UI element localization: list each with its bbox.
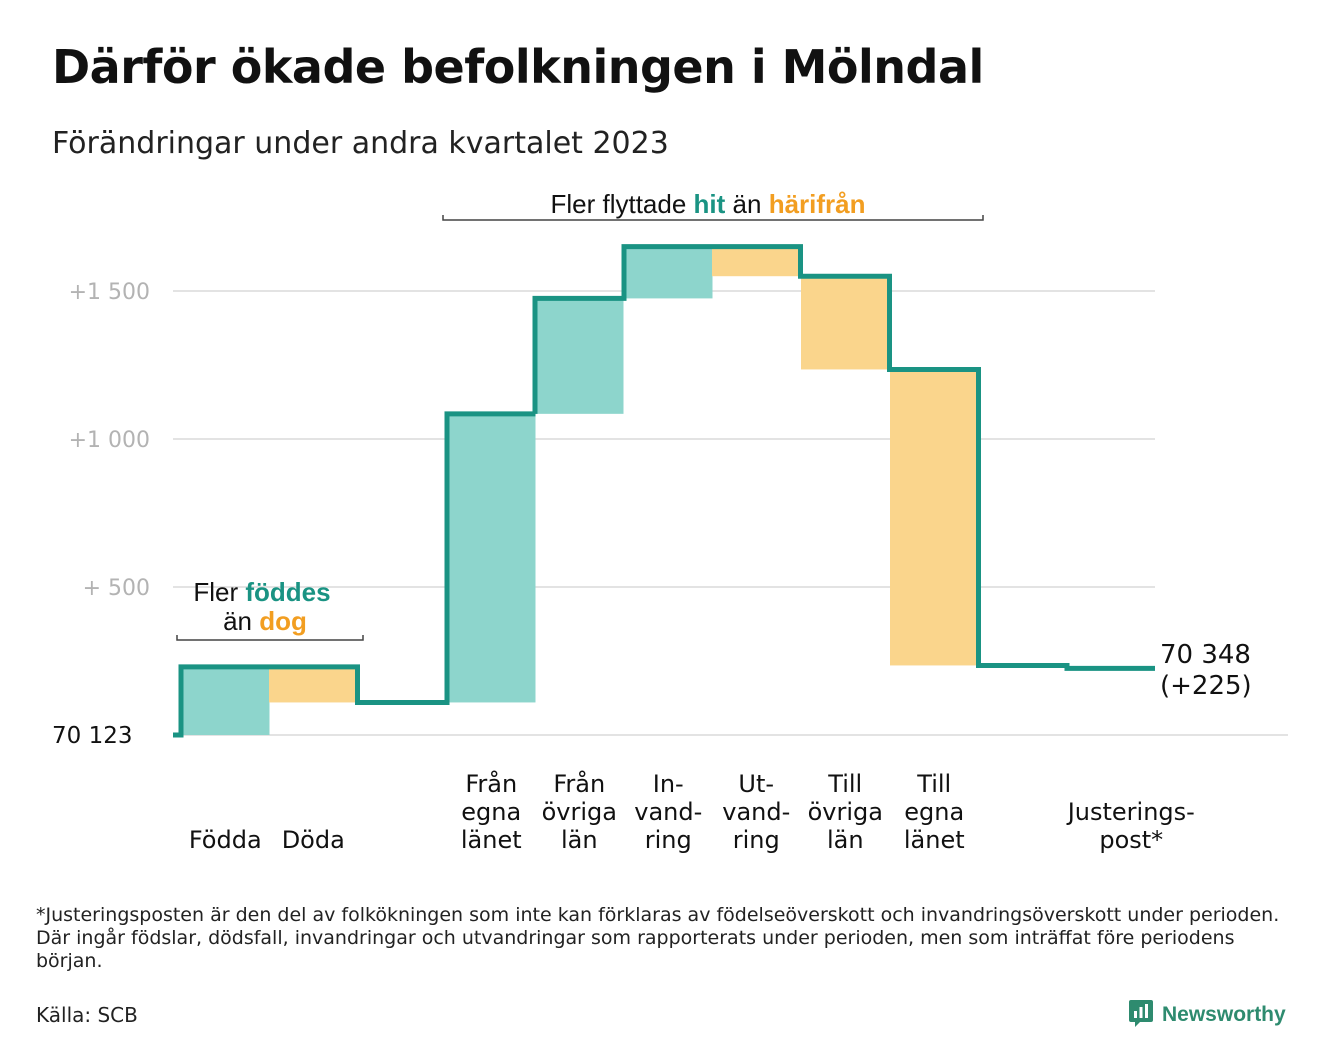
category-label: Döda	[282, 826, 345, 854]
footnote: *Justeringsposten är den del av folkökni…	[36, 904, 1280, 972]
waterfall-bar	[535, 298, 624, 414]
waterfall-bar	[181, 666, 270, 735]
end-change-label: (+225)	[1160, 671, 1252, 701]
migration-annotation: Fler flyttade hit än härifrån	[550, 189, 865, 219]
population-step-line	[173, 244, 1155, 738]
births-deaths-annotation-line1-part: Fler	[193, 577, 238, 607]
y-tick-label: + 500	[83, 576, 150, 601]
births-deaths-annotation-line2-part: dog	[252, 606, 307, 636]
category-label: Ut-	[738, 770, 774, 798]
source-note: Källa: SCB	[36, 1003, 138, 1027]
births-deaths-annotation-line1: Fler föddes	[193, 577, 330, 607]
brand[interactable]: Newsworthy	[1128, 998, 1286, 1032]
waterfall-bar	[624, 246, 713, 299]
waterfall-bar	[801, 276, 890, 370]
start-value-label: 70 123	[52, 723, 132, 749]
births-deaths-annotation-line2-part: än	[223, 606, 252, 636]
brand-name: Newsworthy	[1162, 1003, 1286, 1026]
category-label: Till	[916, 770, 951, 798]
waterfall-bar	[712, 246, 801, 277]
category-label: länet	[904, 826, 965, 854]
births-deaths-annotation-line2: än dog	[223, 606, 307, 636]
category-label: vand-	[634, 798, 702, 826]
category-label: In-	[653, 770, 684, 798]
category-label: Justerings-	[1066, 798, 1195, 826]
waterfall-bar	[269, 666, 358, 703]
category-label: post*	[1099, 826, 1163, 854]
y-tick-label: +1 500	[69, 280, 150, 305]
end-value-label: 70 348	[1160, 640, 1251, 670]
category-label: Från	[553, 769, 605, 798]
category-label: län	[561, 826, 598, 854]
migration-annotation-part: än	[725, 189, 761, 219]
category-label: övriga	[808, 798, 883, 826]
waterfall-bar	[447, 413, 536, 703]
category-label: övriga	[542, 798, 617, 826]
migration-bracket	[442, 215, 984, 221]
chart-title: Därför ökade befolkningen i Mölndal	[52, 40, 984, 94]
category-label: Till	[827, 770, 862, 798]
category-label: Från	[465, 769, 517, 798]
category-label: egna	[904, 798, 964, 826]
category-label: län	[827, 826, 864, 854]
category-label: ring	[645, 826, 692, 854]
bar-chart-speech-bubble-icon	[1128, 998, 1154, 1032]
category-label: länet	[461, 826, 522, 854]
y-tick-label: +1 000	[69, 428, 150, 453]
migration-annotation-part: Fler flyttade	[550, 189, 686, 219]
chart-subtitle: Förändringar under andra kvartalet 2023	[52, 126, 669, 161]
category-label: ring	[733, 826, 780, 854]
category-label: Födda	[189, 826, 262, 854]
births-deaths-bracket	[176, 635, 364, 641]
category-label: egna	[461, 798, 521, 826]
births-deaths-annotation-line1-part: föddes	[238, 577, 330, 607]
waterfall-bar	[890, 369, 979, 666]
category-label: vand-	[722, 798, 790, 826]
migration-annotation-part: hit	[686, 189, 725, 219]
migration-annotation-part: härifrån	[761, 189, 865, 219]
